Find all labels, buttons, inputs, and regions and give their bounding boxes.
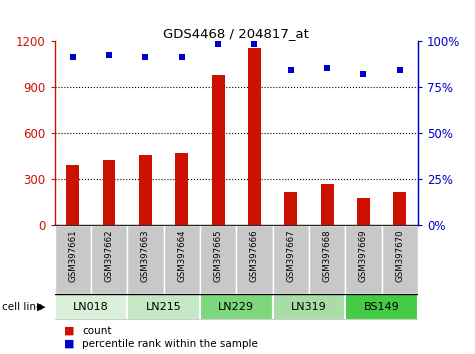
Text: ■: ■ (64, 326, 75, 336)
Text: BS149: BS149 (364, 302, 399, 312)
Text: GSM397661: GSM397661 (68, 229, 77, 282)
Text: GSM397665: GSM397665 (214, 229, 223, 282)
Text: count: count (82, 326, 112, 336)
Bar (273, 294, 345, 320)
Bar (273, 225, 309, 294)
Bar (381, 225, 418, 294)
Point (323, 65, 331, 71)
Text: GSM397668: GSM397668 (323, 229, 332, 282)
Bar (357, 198, 370, 225)
Text: cell line: cell line (2, 302, 43, 312)
Bar (103, 160, 115, 225)
Point (396, 67, 404, 73)
Bar (393, 192, 406, 225)
Text: GSM397664: GSM397664 (177, 229, 186, 282)
Text: LN319: LN319 (291, 302, 327, 312)
Text: ▶: ▶ (37, 302, 45, 312)
Point (105, 53, 113, 58)
Point (214, 41, 222, 47)
Bar (163, 225, 200, 294)
Text: GSM397667: GSM397667 (286, 229, 295, 282)
Point (142, 55, 149, 60)
Bar (212, 75, 225, 225)
Bar (66, 165, 79, 225)
Text: LN229: LN229 (218, 302, 254, 312)
Text: LN215: LN215 (146, 302, 181, 312)
Bar (127, 294, 200, 320)
Bar (345, 225, 381, 294)
Bar (345, 294, 418, 320)
Point (251, 41, 258, 47)
Bar (55, 294, 127, 320)
Text: percentile rank within the sample: percentile rank within the sample (82, 339, 258, 349)
Bar (127, 225, 163, 294)
Point (360, 71, 367, 77)
Title: GDS4468 / 204817_at: GDS4468 / 204817_at (163, 27, 309, 40)
Bar (248, 47, 261, 225)
Bar (285, 192, 297, 225)
Text: GSM397669: GSM397669 (359, 230, 368, 282)
Text: GSM397666: GSM397666 (250, 229, 259, 282)
Bar (321, 184, 333, 225)
Bar (200, 294, 273, 320)
Bar (237, 225, 273, 294)
Point (69, 55, 76, 60)
Bar (200, 225, 237, 294)
Text: LN018: LN018 (73, 302, 109, 312)
Bar (55, 225, 91, 294)
Point (178, 55, 186, 60)
Bar (91, 225, 127, 294)
Bar (309, 225, 345, 294)
Point (287, 67, 294, 73)
Bar (139, 155, 152, 225)
Bar (175, 153, 188, 225)
Text: GSM397663: GSM397663 (141, 229, 150, 282)
Text: GSM397662: GSM397662 (104, 229, 114, 282)
Text: ■: ■ (64, 339, 75, 349)
Text: GSM397670: GSM397670 (395, 229, 404, 282)
